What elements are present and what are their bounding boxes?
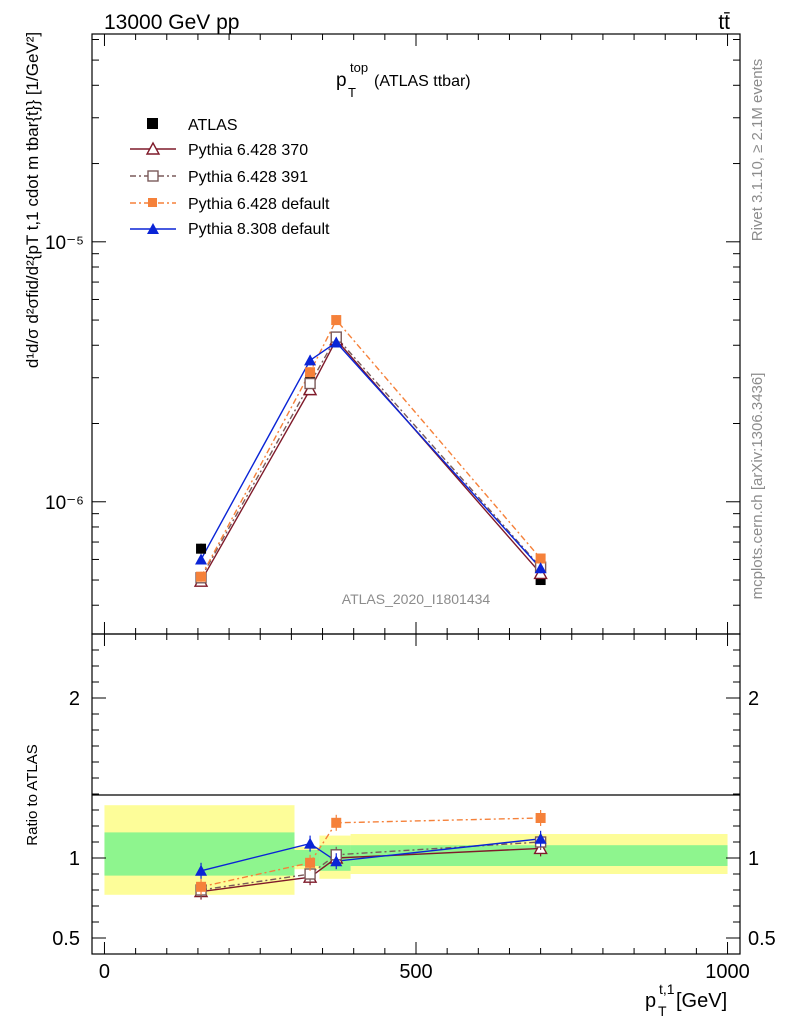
header-process: tt̄ xyxy=(718,11,730,34)
ratio-point-pythia-8-308-default xyxy=(330,855,343,867)
ratio-y-tick-label-left: 1 xyxy=(69,848,80,870)
main-point-pythia-6-428-default xyxy=(196,571,207,582)
ratio-y-tick-label-left: 2 xyxy=(69,688,80,710)
main-point-pythia-6-428-default xyxy=(305,367,316,378)
ratio-point-pythia-6-428-default xyxy=(305,857,316,868)
main-point-pythia-8-308-default xyxy=(195,553,208,565)
ratio-frame xyxy=(91,633,741,955)
xlabel-rest: [GeV] xyxy=(676,990,727,1012)
ratio-point-pythia-6-428-default xyxy=(196,881,207,892)
main-y-tick-label: 10⁻⁶ xyxy=(45,493,84,514)
ratio-band-green xyxy=(350,845,728,866)
rivet-label: Rivet 3.1.10, ≥ 2.1M events xyxy=(749,59,766,242)
main-point-pythia-6-428-default xyxy=(535,553,546,564)
ratio-y-tick-label-right: 2 xyxy=(748,688,759,710)
mcplots-label: mcplots.cern.ch [arXiv:1306.3436] xyxy=(749,373,766,600)
ratio-y-tick-label-right: 0.5 xyxy=(748,928,776,950)
main-point-atlas xyxy=(535,575,546,586)
main-point-pythia-6-428-default xyxy=(331,315,342,326)
ratio-point-pythia-8-308-default xyxy=(195,864,208,876)
plot-title-rest: (ATLAS ttbar) xyxy=(374,73,471,90)
ratio-point-pythia-6-428-default xyxy=(331,817,342,828)
ratio-ticks: 0 500 1000 0.5 0.5 1 1 2 2 xyxy=(52,633,776,983)
plot-title-sub: T xyxy=(348,85,356,100)
ratio-ylabel: Ratio to ATLAS xyxy=(24,744,41,845)
analysis-id: ATLAS_2020_I1801434 xyxy=(342,591,491,607)
legend-label-p391: Pythia 6.428 391 xyxy=(188,169,308,186)
xlabel-sub: T xyxy=(658,1003,667,1019)
header-energy: 13000 GeV pp xyxy=(104,11,239,34)
ratio-line-pythia-6-428-370 xyxy=(200,847,541,893)
main-y-tick-label: 10⁻⁵ xyxy=(45,233,84,254)
main-line-pythia-8-308-default xyxy=(200,341,542,569)
main-line-pythia-6-428-370 xyxy=(200,338,542,582)
main-point-pythia-8-308-default xyxy=(330,336,343,348)
legend-marker-p370 xyxy=(145,141,161,155)
main-line-pythia-6-428-391 xyxy=(200,335,542,579)
ratio-y-tick-label-left: 0.5 xyxy=(52,928,80,950)
legend-marker-p391 xyxy=(147,170,159,182)
legend-label-atlas: ATLAS xyxy=(188,117,238,134)
legend-label-p8def: Pythia 8.308 default xyxy=(188,221,330,238)
xlabel-main: p xyxy=(645,990,656,1012)
ratio-line-pythia-8-308-default xyxy=(200,838,541,872)
ratio-point-pythia-6-428-default xyxy=(535,813,546,823)
main-point-pythia-8-308-default xyxy=(304,354,317,366)
x-tick-label: 500 xyxy=(399,961,432,983)
plot-title: p xyxy=(336,70,347,91)
ratio-line-pythia-6-428-391 xyxy=(200,841,541,891)
xlabel-sup: t,1 xyxy=(659,981,675,997)
x-tick-label: 0 xyxy=(99,961,110,983)
legend-marker-p6def xyxy=(148,198,157,207)
main-point-pythia-8-308-default xyxy=(534,562,547,574)
legend-label-p6def: Pythia 6.428 default xyxy=(188,196,330,213)
main-ylabel: d¹d/σ d²σfid/d²{pT t,1 cdot m tbar{t}} [… xyxy=(23,32,42,368)
main-point-pythia-6-428-391 xyxy=(304,377,316,390)
ratio-point-pythia-8-308-default xyxy=(304,837,317,849)
main-line-pythia-6-428-default xyxy=(200,318,542,578)
ratio-line-pythia-6-428-default xyxy=(200,817,541,888)
ratio-series-group xyxy=(193,810,548,900)
plot-title-sup: top xyxy=(350,60,368,75)
main-point-atlas xyxy=(196,543,207,554)
ratio-y-tick-label-right: 1 xyxy=(748,848,759,870)
ratio-point-pythia-8-308-default xyxy=(534,832,547,844)
main-series-group xyxy=(193,315,548,587)
ratio-bands xyxy=(104,805,728,895)
legend-marker-atlas xyxy=(147,118,158,129)
legend: ATLAS Pythia 6.428 370 Pythia 6.428 391 … xyxy=(130,117,330,238)
main-ticks: 10⁻⁶ 10⁻⁵ xyxy=(45,34,740,634)
x-tick-label: 1000 xyxy=(705,961,750,983)
legend-marker-p8def xyxy=(147,223,159,234)
legend-label-p370: Pythia 6.428 370 xyxy=(188,142,308,159)
